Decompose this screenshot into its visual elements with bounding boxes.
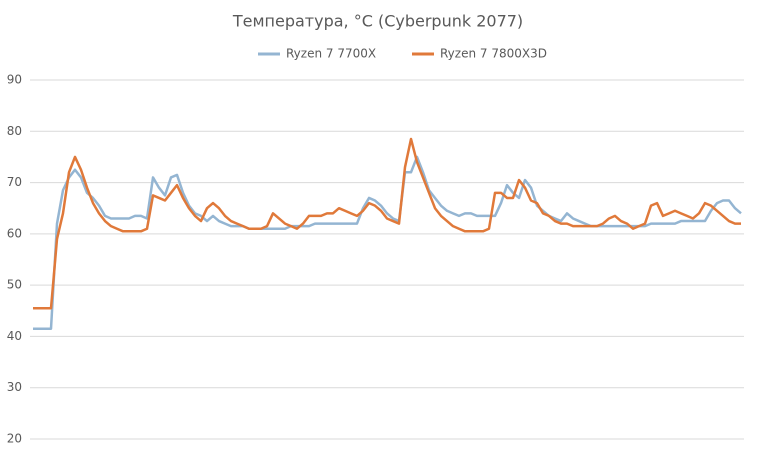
y-tick-label: 50: [7, 278, 22, 292]
y-tick-label: 90: [7, 73, 22, 87]
y-tick-label: 20: [7, 432, 22, 446]
series-line: [33, 155, 742, 330]
y-tick-label: 30: [7, 380, 22, 394]
chart-title: Температура, °C (Cyberpunk 2077): [232, 12, 523, 31]
legend-label: Ryzen 7 7700X: [286, 47, 376, 61]
y-tick-label: 80: [7, 124, 22, 138]
y-tick-label: 70: [7, 175, 22, 189]
y-tick-label: 60: [7, 226, 22, 240]
y-tick-label: 40: [7, 329, 22, 343]
series-line: [33, 137, 741, 310]
legend-label: Ryzen 7 7800X3D: [440, 47, 547, 61]
